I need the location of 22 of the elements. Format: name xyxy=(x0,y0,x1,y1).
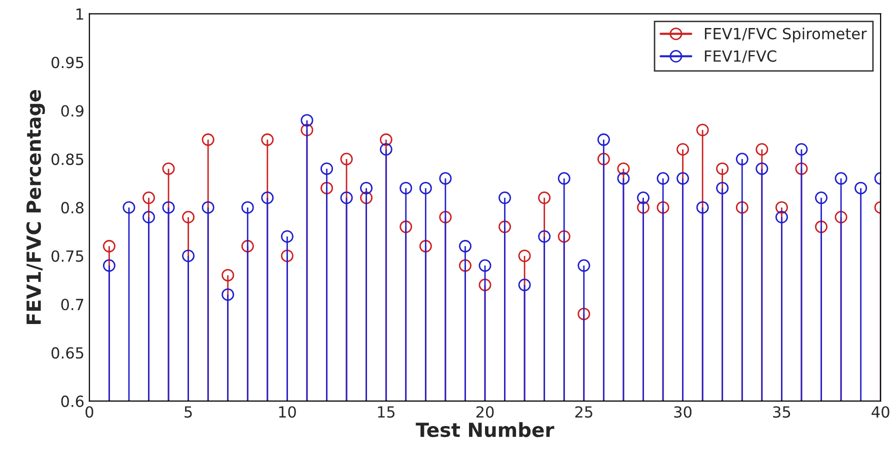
y-tick-label: 0.95 xyxy=(52,56,84,68)
y-tick-label: 1 xyxy=(76,8,84,20)
x-tick-label: 25 xyxy=(575,406,592,418)
legend-label: FEV1/FVC Spirometer xyxy=(704,28,867,42)
y-axis-title: FEV1/FVC Percentage xyxy=(26,90,45,324)
x-tick-label: 0 xyxy=(86,406,94,418)
x-tick-label: 10 xyxy=(279,406,296,418)
x-tick-label: 15 xyxy=(378,406,394,418)
x-tick-label: 40 xyxy=(872,406,890,418)
x-tick-label: 30 xyxy=(674,406,692,418)
y-tick-label: 0.85 xyxy=(52,154,84,166)
x-axis-title: Test Number xyxy=(416,422,554,438)
x-tick-label: 35 xyxy=(773,406,790,418)
x-tick-label: 5 xyxy=(184,406,192,418)
y-tick-label: 0.75 xyxy=(52,250,84,262)
legend-label: FEV1/FVC xyxy=(704,50,776,64)
y-tick-label: 0.9 xyxy=(61,105,84,117)
y-tick-label: 0.65 xyxy=(52,347,84,359)
y-tick-label: 0.6 xyxy=(61,396,84,408)
y-tick-label: 0.8 xyxy=(61,202,84,214)
y-tick-label: 0.7 xyxy=(61,298,84,310)
x-tick-label: 20 xyxy=(476,406,494,418)
